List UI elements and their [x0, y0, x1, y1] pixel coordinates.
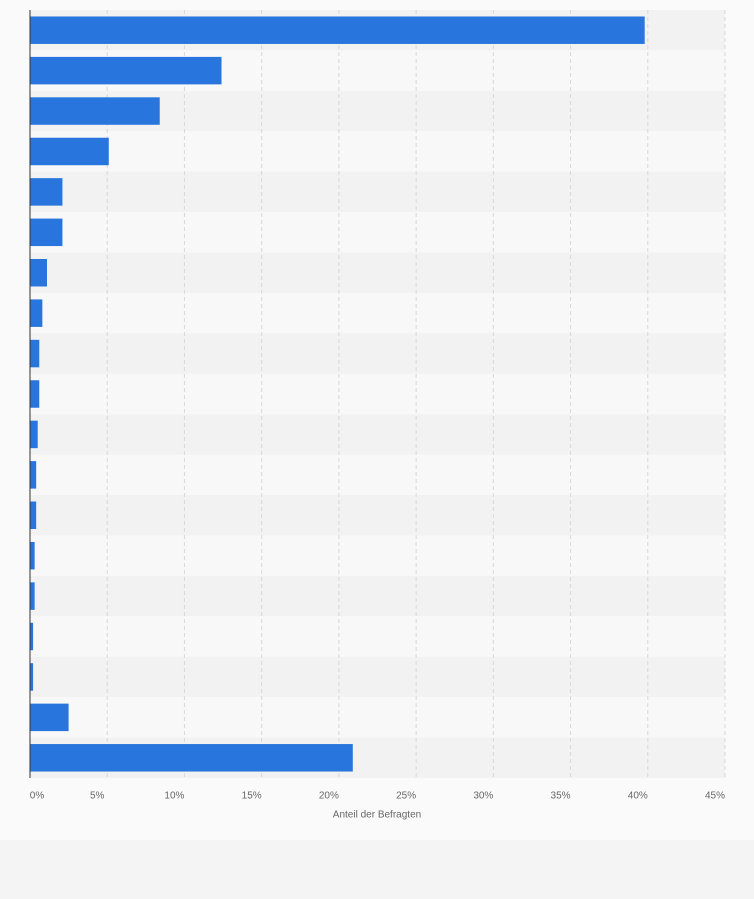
row-stripe — [30, 616, 725, 657]
row-stripe — [30, 495, 725, 536]
x-tick-label: 25% — [396, 791, 416, 802]
bar — [30, 137, 109, 166]
bar — [30, 582, 35, 610]
bar — [30, 258, 47, 287]
row-stripe — [30, 697, 725, 738]
x-tick-label: 30% — [473, 791, 493, 802]
bar — [30, 299, 43, 327]
bar — [30, 16, 645, 44]
x-tick-label: 15% — [242, 791, 262, 802]
x-tick-label: 35% — [551, 791, 571, 802]
bar — [30, 744, 353, 772]
bar — [30, 97, 160, 125]
row-stripe — [30, 656, 725, 698]
x-axis-label: Anteil der Befragten — [333, 810, 421, 821]
bar — [30, 461, 37, 489]
row-stripe — [30, 252, 725, 293]
row-stripe — [30, 171, 725, 213]
bar — [30, 218, 63, 247]
bar — [30, 380, 40, 408]
row-stripe — [30, 575, 725, 617]
row-stripe — [30, 333, 725, 374]
row-stripe — [30, 414, 725, 455]
bar — [30, 178, 63, 206]
x-tick-label: 0% — [30, 791, 45, 802]
row-stripe — [30, 373, 725, 415]
bar — [30, 703, 69, 732]
row-stripe — [30, 454, 725, 496]
x-tick-label: 10% — [164, 791, 184, 802]
bar — [30, 663, 34, 691]
x-tick-label: 20% — [319, 791, 339, 802]
x-tick-label: 40% — [628, 791, 648, 802]
bar — [30, 541, 35, 570]
row-stripe — [30, 292, 725, 334]
row-stripe — [30, 535, 725, 576]
x-tick-label: 45% — [705, 791, 725, 802]
bar — [30, 339, 40, 368]
bar — [30, 501, 37, 530]
row-stripe — [30, 212, 725, 253]
bar — [30, 420, 38, 449]
bar — [30, 56, 222, 85]
bar — [30, 622, 34, 651]
x-tick-label: 5% — [90, 791, 105, 802]
row-stripe — [30, 131, 725, 172]
